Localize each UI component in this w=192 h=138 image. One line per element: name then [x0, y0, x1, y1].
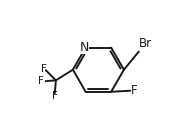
Text: F: F	[41, 64, 46, 74]
Text: N: N	[79, 41, 89, 54]
Text: F: F	[131, 84, 137, 97]
Text: F: F	[52, 91, 58, 101]
Text: F: F	[38, 76, 43, 86]
Text: Br: Br	[139, 37, 152, 50]
